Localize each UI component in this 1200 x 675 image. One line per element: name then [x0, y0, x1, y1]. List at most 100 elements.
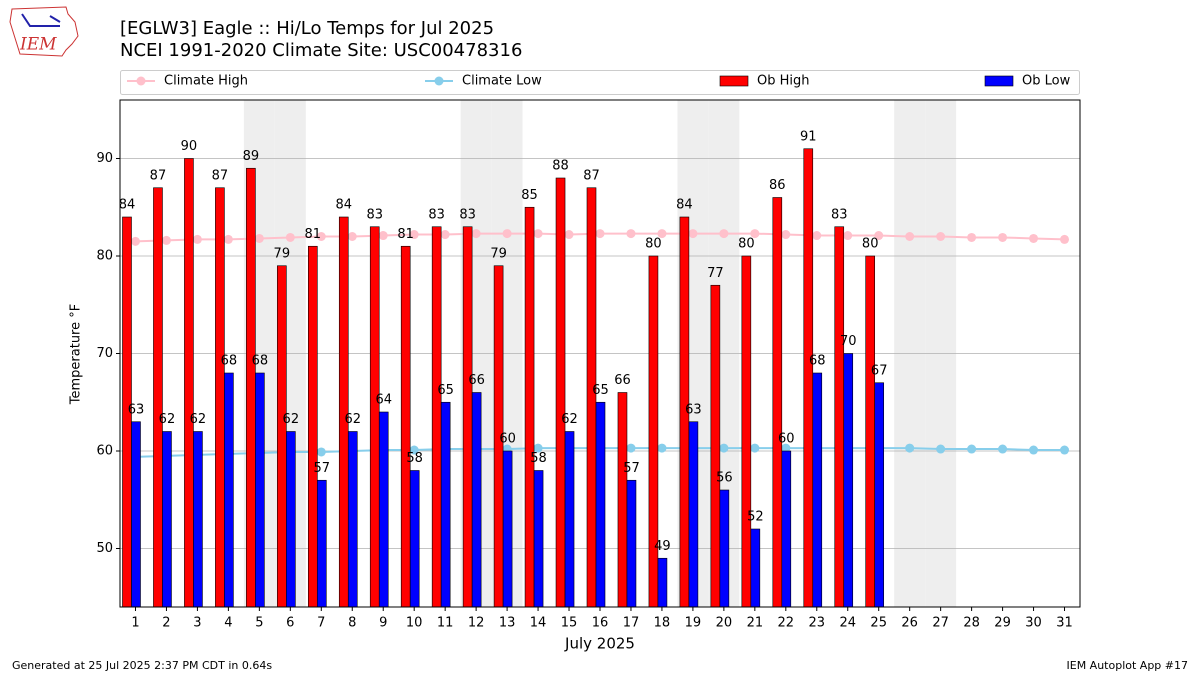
line-marker [161, 235, 171, 245]
line-marker [1029, 233, 1039, 243]
data-label: 86 [769, 178, 786, 193]
x-tick-label: 2 [162, 616, 170, 631]
line-marker [967, 444, 977, 454]
bar [462, 226, 473, 608]
line-marker [905, 232, 915, 241]
line-marker [316, 232, 326, 241]
bar [277, 265, 287, 608]
bar [719, 489, 730, 608]
data-label: 58 [530, 451, 547, 466]
bar [710, 284, 721, 608]
data-label: 58 [406, 451, 423, 466]
x-tick-label: 3 [193, 616, 201, 631]
data-label: 60 [499, 432, 516, 447]
data-label: 63 [128, 402, 145, 417]
bar [750, 528, 761, 608]
data-label: 88 [552, 159, 569, 174]
line-marker [471, 229, 481, 239]
footer-left: Generated at 25 Jul 2025 2:37 PM CDT in … [12, 659, 272, 672]
data-label: 85 [521, 188, 538, 203]
bar [524, 206, 535, 608]
y-tick-label: 90 [96, 151, 113, 166]
x-tick-label: 27 [932, 616, 949, 631]
footer-right: IEM Autoplot App #17 [1067, 659, 1189, 672]
legend-label: Climate Low [462, 74, 542, 89]
bar [378, 411, 389, 608]
line-marker [750, 443, 760, 453]
y-tick-label: 50 [96, 541, 113, 556]
bar [193, 431, 203, 608]
bar [162, 431, 172, 608]
x-tick-label: 30 [1025, 616, 1042, 631]
bar [595, 401, 606, 608]
legend-marker [434, 76, 444, 86]
legend-label: Ob High [757, 74, 810, 89]
bar [657, 557, 668, 608]
data-label: 70 [840, 334, 857, 349]
line-marker [409, 230, 419, 240]
x-tick-label: 28 [963, 616, 980, 631]
x-tick-label: 1 [131, 616, 139, 631]
line-marker [1060, 445, 1070, 455]
line-marker [750, 229, 760, 239]
x-tick-label: 15 [561, 616, 578, 631]
x-tick-label: 29 [994, 616, 1011, 631]
line-marker [285, 232, 295, 242]
x-tick-label: 17 [623, 616, 640, 631]
data-label: 81 [305, 227, 322, 242]
bar [400, 245, 411, 608]
line-marker [781, 443, 791, 453]
line-marker [657, 443, 667, 453]
bar [131, 421, 141, 608]
line-marker [719, 443, 729, 453]
line-marker [936, 444, 946, 454]
y-axis-label: Temperature °F [69, 304, 84, 405]
line-marker [905, 443, 915, 453]
x-tick-label: 21 [747, 616, 764, 631]
line-marker [626, 443, 636, 453]
x-tick-label: 25 [870, 616, 887, 631]
line-marker [998, 444, 1008, 454]
legend-label: Ob Low [1022, 74, 1071, 89]
y-tick-label: 60 [96, 444, 113, 459]
data-label: 89 [243, 149, 260, 164]
line-marker [688, 229, 698, 239]
data-label: 81 [397, 227, 414, 242]
bar [153, 187, 163, 608]
data-label: 57 [314, 461, 331, 476]
x-tick-label: 20 [716, 616, 733, 631]
data-label: 52 [747, 510, 764, 525]
x-axis-label: July 2025 [564, 635, 635, 653]
bar [865, 255, 876, 608]
data-label: 84 [335, 198, 352, 213]
bar [347, 431, 358, 608]
data-label: 79 [274, 246, 291, 261]
bar [834, 226, 845, 608]
bar [471, 392, 482, 608]
bar [246, 167, 256, 608]
data-label: 68 [221, 354, 238, 369]
x-tick-label: 18 [654, 616, 671, 631]
x-tick-label: 13 [499, 616, 516, 631]
bar [409, 470, 420, 608]
legend-swatch [719, 75, 749, 87]
data-label: 83 [428, 207, 445, 222]
line-marker [719, 229, 729, 239]
bar [184, 158, 194, 608]
line-marker [440, 230, 450, 240]
data-label: 67 [871, 363, 888, 378]
logo-outline [9, 6, 79, 57]
line-marker [533, 229, 543, 239]
bar [617, 392, 628, 608]
data-label: 68 [809, 354, 826, 369]
x-tick-label: 7 [317, 616, 325, 631]
line-marker [502, 229, 512, 239]
line-marker [130, 236, 140, 246]
bar [286, 431, 296, 608]
data-label: 62 [190, 412, 207, 427]
line-marker [254, 233, 264, 243]
data-label: 49 [654, 539, 671, 554]
data-label: 57 [623, 461, 640, 476]
line-marker [316, 447, 326, 457]
bar [431, 226, 442, 608]
